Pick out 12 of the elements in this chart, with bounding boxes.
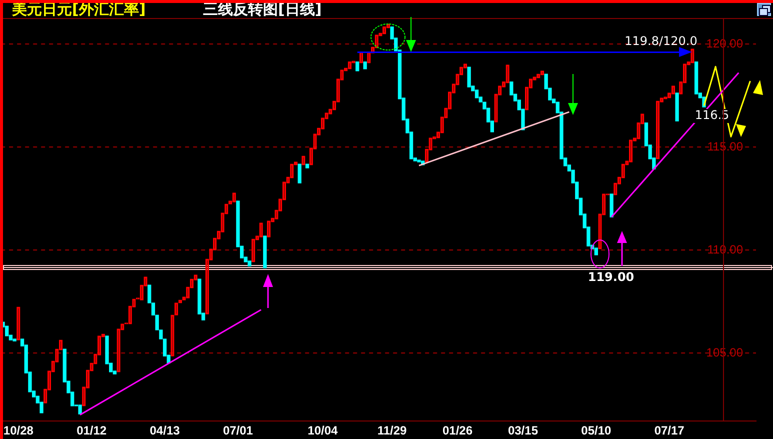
x-tick-label: 04/13 — [150, 424, 180, 438]
x-tick-label: 01/26 — [442, 424, 473, 438]
x-tick-label: 01/12 — [76, 424, 107, 438]
x-tick-label: 05/10 — [581, 424, 612, 438]
annotation: 119.8/120.0 — [624, 34, 698, 48]
x-tick-label: 11/29 — [377, 424, 408, 438]
x-tick-label: 10/04 — [308, 424, 338, 438]
annotation: 119.00 — [588, 270, 634, 284]
x-tick-label: 03/15 — [508, 424, 538, 438]
x-tick-label: 07/17 — [654, 424, 685, 438]
x-tick-label: 10/28 — [3, 424, 34, 438]
x-tick-label: 07/01 — [222, 424, 254, 438]
